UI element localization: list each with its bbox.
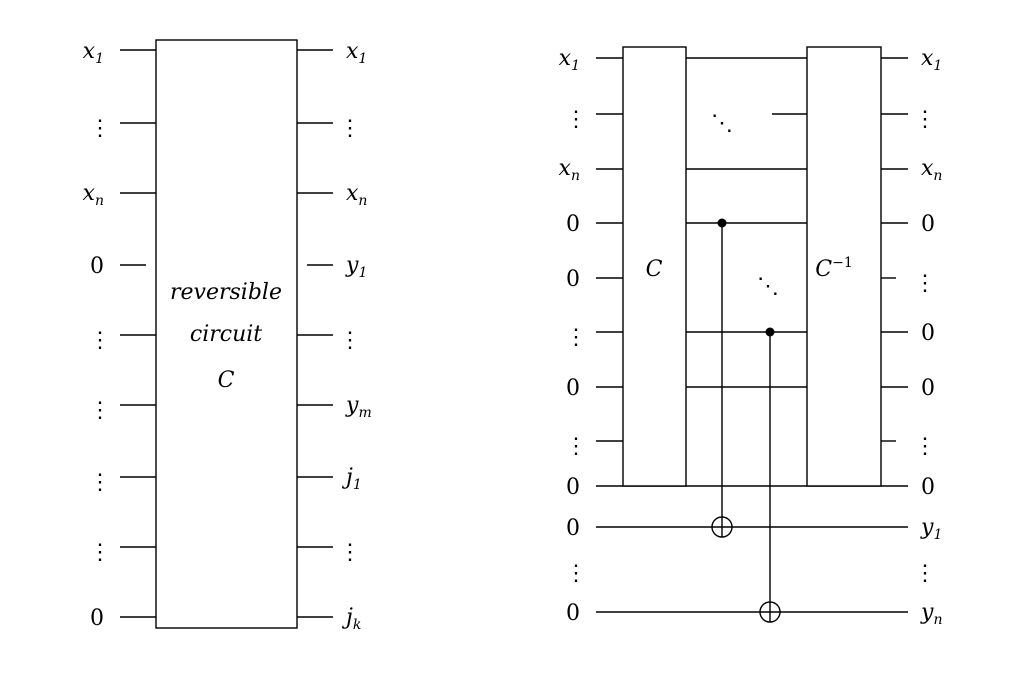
vdots-label: ⋮	[339, 116, 361, 141]
wire-label: x1	[83, 39, 104, 67]
diagonal-dots: ⋱	[757, 274, 779, 299]
vdots-label: ⋮	[914, 561, 936, 586]
wire-label: 0	[566, 601, 580, 626]
control-dot	[765, 327, 775, 337]
wire-label: x1	[559, 46, 580, 74]
box-label-line1: reversible	[170, 280, 282, 305]
wire-label: 0	[90, 606, 104, 631]
left-output-labels: x1 ⋮ xn y1 ⋮ ym j1 ⋮ jk	[339, 39, 372, 633]
vdots-label: ⋮	[914, 434, 936, 459]
vdots-label: ⋮	[565, 434, 587, 459]
wire-label: y1	[920, 515, 942, 543]
vdots-label: ⋮	[565, 325, 587, 350]
wire-label: x1	[921, 46, 942, 74]
vdots-label: ⋮	[89, 398, 111, 423]
vdots-label: ⋮	[89, 540, 111, 565]
cnot-gate	[711, 218, 733, 538]
wire-label: yn	[920, 600, 942, 628]
vdots-label: ⋮	[565, 107, 587, 132]
vdots-label: ⋮	[339, 328, 361, 353]
wire-label: x1	[346, 39, 367, 67]
wire-label: xn	[346, 181, 367, 209]
control-dot	[717, 218, 727, 228]
c-box-label: C	[646, 257, 663, 282]
wire-label: 0	[566, 212, 580, 237]
wire-label: 0	[921, 321, 935, 346]
wire-label: xn	[559, 156, 580, 184]
right-output-labels: x1 ⋮ xn 0 ⋮ 0 0 ⋮ 0 y1 ⋮ yn	[914, 46, 942, 628]
left-circuit: reversible circuit C x1 ⋮ xn 0 ⋮ ⋮ ⋮ ⋮ 0…	[83, 39, 372, 633]
wire-label: jk	[341, 605, 361, 633]
vdots-label: ⋮	[914, 271, 936, 296]
wire-label: 0	[566, 475, 580, 500]
wire-label: 0	[566, 267, 580, 292]
wire-label: j1	[341, 465, 362, 493]
vdots-label: ⋮	[339, 540, 361, 565]
wire-label: 0	[921, 376, 935, 401]
right-input-labels: x1 ⋮ xn 0 0 ⋮ 0 ⋮ 0 0 ⋮ 0	[559, 46, 587, 626]
wire-label: 0	[90, 254, 104, 279]
box-label-line3: C	[218, 368, 235, 393]
right-circuit: C C−1 ⋱ ⋱ x1 ⋮ xn 0 0 ⋮ 0 ⋮	[559, 46, 943, 628]
c-box	[622, 46, 687, 487]
wire-label: xn	[921, 156, 942, 184]
wire-label: 0	[921, 475, 935, 500]
reversible-circuit-box	[155, 39, 298, 629]
box-label-line2: circuit	[190, 322, 262, 347]
wire-label: 0	[921, 212, 935, 237]
vdots-label: ⋮	[89, 116, 111, 141]
wire-label: ym	[345, 393, 372, 421]
cnot-gate	[759, 327, 781, 623]
c-inverse-box	[806, 46, 882, 487]
vdots-label: ⋮	[565, 561, 587, 586]
c-inverse-box-label: C−1	[815, 255, 852, 282]
vdots-label: ⋮	[914, 107, 936, 132]
diagonal-dots: ⋱	[711, 111, 733, 136]
wire-label: xn	[83, 181, 104, 209]
wire-label: 0	[566, 516, 580, 541]
wire-label: 0	[566, 376, 580, 401]
vdots-label: ⋮	[89, 328, 111, 353]
left-input-labels: x1 ⋮ xn 0 ⋮ ⋮ ⋮ ⋮ 0	[83, 39, 111, 631]
wire-label: y1	[345, 253, 367, 281]
vdots-label: ⋮	[89, 470, 111, 495]
